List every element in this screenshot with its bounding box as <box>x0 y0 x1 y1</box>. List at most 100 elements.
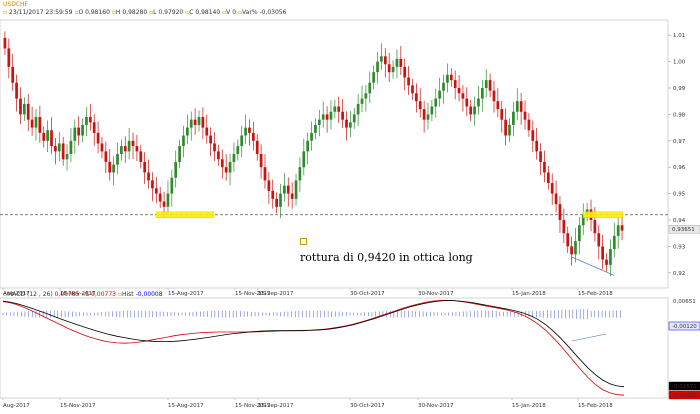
symbol-label: USDCHF <box>3 1 28 8</box>
support-highlight-1 <box>155 211 215 218</box>
x-tick-label-bottom: 30-Oct-2017 <box>350 403 385 409</box>
candle-body <box>310 132 313 141</box>
x-tick-label-top: 15-Jan-2018 <box>512 291 546 297</box>
candle-body <box>430 106 434 115</box>
macd-panel-frame <box>0 297 669 399</box>
candle-body <box>147 172 150 181</box>
y-tick-label: 0,94 <box>673 218 686 224</box>
candle-body <box>465 98 469 107</box>
candle-body <box>403 66 407 78</box>
candle-body <box>61 143 65 160</box>
candle-body <box>232 154 236 162</box>
candle-body <box>11 66 15 83</box>
candle-body <box>512 111 515 125</box>
candle-body <box>85 117 88 125</box>
candle-body <box>298 167 302 181</box>
candle-body <box>271 190 275 199</box>
candle-body <box>515 101 519 112</box>
candle-body <box>500 109 504 120</box>
candle-body <box>356 103 360 115</box>
y-tick-label: 1,01 <box>673 33 685 39</box>
candle-body <box>508 124 511 136</box>
candle-body <box>186 127 189 136</box>
candle-body <box>135 146 139 152</box>
candle-body <box>162 201 166 207</box>
price-axis: 1,01 1,00 0,99 0,98 0,97 0,96 0,95 0,94 0,93 0,92… <box>0 33 700 277</box>
support-highlight-2 <box>582 211 624 218</box>
candle-body <box>123 146 127 152</box>
candle-body <box>275 198 278 207</box>
candle-body <box>267 180 271 191</box>
candle-body <box>236 146 240 154</box>
candle-body <box>609 249 612 265</box>
candle-body <box>341 111 344 120</box>
ohlc-header: ▫ 23/11/2017 23:59:59 ▫O 0,98160 ▫H 0,98… <box>3 9 287 16</box>
candle-body <box>228 161 232 173</box>
candle-body <box>546 172 550 184</box>
x-tick-label-bottom: Aug-2017 <box>3 403 30 409</box>
x-axis: Aug-2017 15-Nov-2017 15-Aug-2017 15-Nov-201… <box>2 288 613 409</box>
candle-body <box>306 140 310 152</box>
x-tick-label-bottom: 15-Aug-2017 <box>168 403 204 409</box>
candle-body <box>81 124 84 136</box>
candle-body <box>112 164 115 173</box>
candle-body <box>453 80 457 88</box>
x-tick-label-top: 30-Oct-2017 <box>350 291 385 297</box>
candle-body <box>116 154 119 165</box>
candle-body <box>100 143 104 152</box>
candle-body <box>34 117 38 128</box>
candle-body <box>240 135 244 147</box>
x-tick-label-top: Aug-2017 <box>3 291 30 297</box>
candle-body <box>504 119 507 136</box>
candle-body <box>473 106 476 115</box>
price-panel-frame <box>0 19 669 289</box>
candle-body <box>189 119 193 128</box>
candle-body <box>442 82 445 91</box>
candle-body <box>574 241 577 255</box>
candle-body <box>352 114 356 123</box>
macd-hist-label: -0,00120 <box>672 324 697 330</box>
candle-body <box>251 132 255 141</box>
candle-body <box>30 119 34 128</box>
candle-body <box>570 246 573 255</box>
candle-body <box>73 127 77 141</box>
candle-body <box>283 185 286 194</box>
candle-body <box>248 127 251 133</box>
candles <box>3 31 624 277</box>
y-tick-label: 0,95 <box>673 192 686 198</box>
candle-body <box>104 151 108 162</box>
candle-body <box>263 167 267 181</box>
macd-hist-label-box <box>668 321 700 331</box>
candle-body <box>411 85 414 94</box>
macd-panel: 0,00651 -0,00120 -0,02571 -0,02890 <box>2 299 700 400</box>
candle-body <box>151 180 154 189</box>
signal-line-label: -0,02890 <box>672 393 697 399</box>
x-tick-label-bottom: 15-Nov-2017 <box>235 403 271 409</box>
candle-body <box>182 135 185 147</box>
x-tick-label-bottom: 15-Jan-2018 <box>512 403 546 409</box>
candle-body <box>562 220 566 234</box>
candle-body <box>539 151 542 162</box>
last-price-label: 0,93651 <box>672 227 695 233</box>
candle-body <box>593 220 597 234</box>
candle-body <box>554 193 558 205</box>
candle-body <box>209 135 213 144</box>
candle-body <box>527 119 531 131</box>
candle-body <box>566 233 570 247</box>
candle-body <box>317 119 321 125</box>
candle-body <box>193 119 197 125</box>
candle-body <box>535 140 539 152</box>
candle-body <box>57 143 61 152</box>
annotation-text: rottura di 0,9420 in ottica long <box>300 238 473 264</box>
candle-body <box>372 72 376 83</box>
y-tick-label: 0,93 <box>673 244 686 250</box>
candle-body <box>19 98 22 115</box>
candle-body <box>286 185 290 194</box>
annotation-marker-icon <box>300 238 307 245</box>
candle-body <box>457 88 461 94</box>
candle-body <box>166 193 170 207</box>
candle-body <box>22 103 26 115</box>
candle-body <box>294 180 298 199</box>
candle-body <box>174 161 178 178</box>
